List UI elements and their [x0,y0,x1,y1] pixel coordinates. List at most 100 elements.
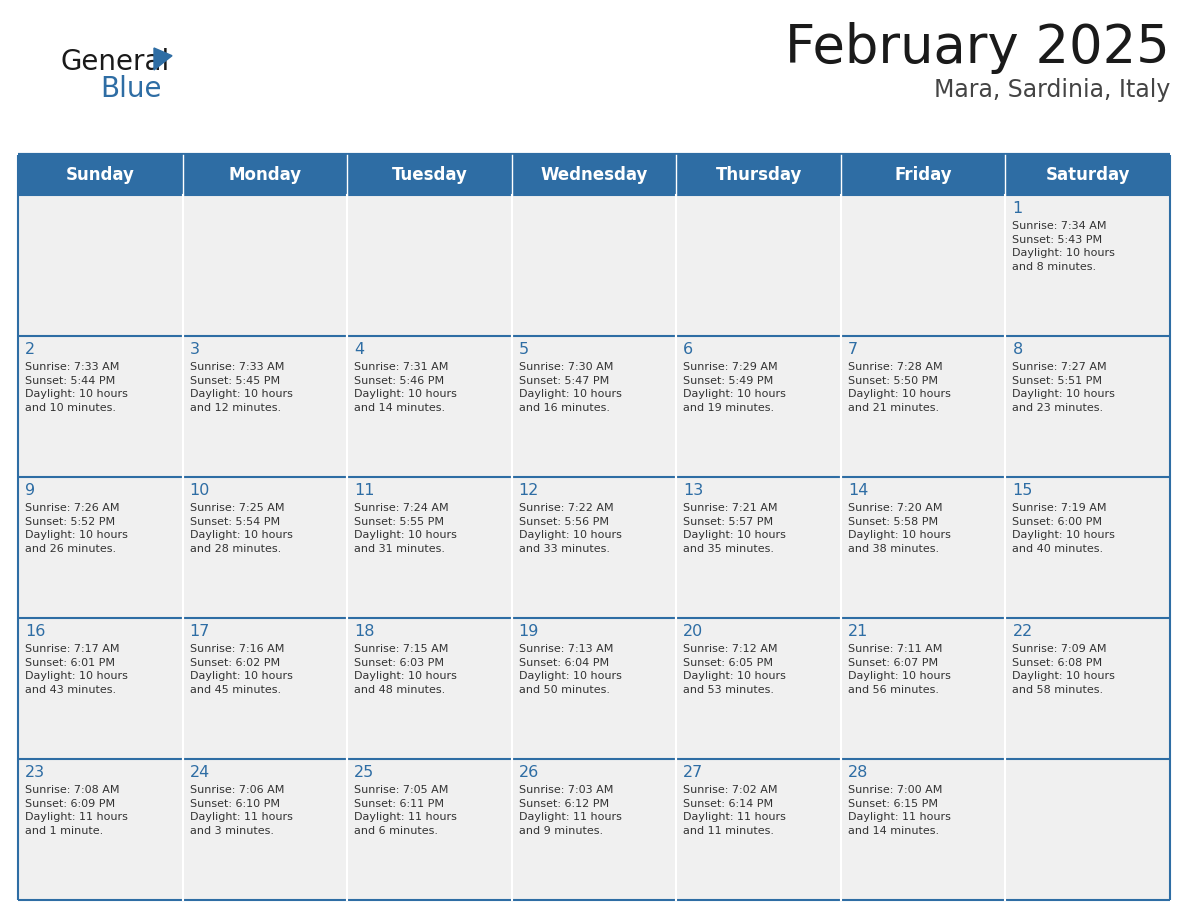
Bar [183,195,347,336]
Text: Tuesday: Tuesday [392,166,467,184]
Bar [512,195,676,336]
Text: 26: 26 [519,765,539,780]
Text: 8: 8 [1012,342,1023,357]
Bar [676,759,841,900]
Text: Sunrise: 7:29 AM
Sunset: 5:49 PM
Daylight: 10 hours
and 19 minutes.: Sunrise: 7:29 AM Sunset: 5:49 PM Dayligh… [683,362,786,413]
Bar [347,336,512,477]
Bar [347,195,512,336]
Text: 7: 7 [848,342,858,357]
Text: Sunrise: 7:31 AM
Sunset: 5:46 PM
Daylight: 10 hours
and 14 minutes.: Sunrise: 7:31 AM Sunset: 5:46 PM Dayligh… [354,362,457,413]
Bar [347,618,512,759]
Text: 20: 20 [683,624,703,639]
Bar [18,195,183,336]
Text: 4: 4 [354,342,365,357]
Text: Sunrise: 7:21 AM
Sunset: 5:57 PM
Daylight: 10 hours
and 35 minutes.: Sunrise: 7:21 AM Sunset: 5:57 PM Dayligh… [683,503,786,554]
Text: 22: 22 [1012,624,1032,639]
Bar [183,155,347,195]
Text: Sunrise: 7:11 AM
Sunset: 6:07 PM
Daylight: 10 hours
and 56 minutes.: Sunrise: 7:11 AM Sunset: 6:07 PM Dayligh… [848,644,950,695]
Bar [1005,477,1170,618]
Bar [841,477,1005,618]
Text: 16: 16 [25,624,45,639]
Text: 28: 28 [848,765,868,780]
Text: 24: 24 [190,765,210,780]
Text: Mara, Sardinia, Italy: Mara, Sardinia, Italy [934,78,1170,102]
Text: Sunrise: 7:08 AM
Sunset: 6:09 PM
Daylight: 11 hours
and 1 minute.: Sunrise: 7:08 AM Sunset: 6:09 PM Dayligh… [25,785,128,835]
Text: Sunrise: 7:26 AM
Sunset: 5:52 PM
Daylight: 10 hours
and 26 minutes.: Sunrise: 7:26 AM Sunset: 5:52 PM Dayligh… [25,503,128,554]
Text: 9: 9 [25,483,36,498]
Text: Sunrise: 7:22 AM
Sunset: 5:56 PM
Daylight: 10 hours
and 33 minutes.: Sunrise: 7:22 AM Sunset: 5:56 PM Dayligh… [519,503,621,554]
Text: Friday: Friday [895,166,952,184]
Bar [676,477,841,618]
Bar [512,618,676,759]
Text: Sunrise: 7:34 AM
Sunset: 5:43 PM
Daylight: 10 hours
and 8 minutes.: Sunrise: 7:34 AM Sunset: 5:43 PM Dayligh… [1012,221,1116,272]
Text: Blue: Blue [100,75,162,103]
Text: Sunday: Sunday [65,166,134,184]
Text: Sunrise: 7:16 AM
Sunset: 6:02 PM
Daylight: 10 hours
and 45 minutes.: Sunrise: 7:16 AM Sunset: 6:02 PM Dayligh… [190,644,292,695]
Text: Sunrise: 7:05 AM
Sunset: 6:11 PM
Daylight: 11 hours
and 6 minutes.: Sunrise: 7:05 AM Sunset: 6:11 PM Dayligh… [354,785,457,835]
Text: Sunrise: 7:25 AM
Sunset: 5:54 PM
Daylight: 10 hours
and 28 minutes.: Sunrise: 7:25 AM Sunset: 5:54 PM Dayligh… [190,503,292,554]
Bar [841,618,1005,759]
Bar [841,336,1005,477]
Text: Sunrise: 7:06 AM
Sunset: 6:10 PM
Daylight: 11 hours
and 3 minutes.: Sunrise: 7:06 AM Sunset: 6:10 PM Dayligh… [190,785,292,835]
Text: Monday: Monday [228,166,302,184]
Bar [676,195,841,336]
Text: Sunrise: 7:27 AM
Sunset: 5:51 PM
Daylight: 10 hours
and 23 minutes.: Sunrise: 7:27 AM Sunset: 5:51 PM Dayligh… [1012,362,1116,413]
Bar [1005,618,1170,759]
Bar [1005,155,1170,195]
Text: 2: 2 [25,342,36,357]
Text: 3: 3 [190,342,200,357]
Text: Sunrise: 7:00 AM
Sunset: 6:15 PM
Daylight: 11 hours
and 14 minutes.: Sunrise: 7:00 AM Sunset: 6:15 PM Dayligh… [848,785,950,835]
Bar [841,759,1005,900]
Text: Saturday: Saturday [1045,166,1130,184]
Bar [183,759,347,900]
Bar [1005,195,1170,336]
Bar [512,336,676,477]
Bar [347,155,512,195]
Text: Sunrise: 7:13 AM
Sunset: 6:04 PM
Daylight: 10 hours
and 50 minutes.: Sunrise: 7:13 AM Sunset: 6:04 PM Dayligh… [519,644,621,695]
Bar [512,155,676,195]
Text: Sunrise: 7:33 AM
Sunset: 5:45 PM
Daylight: 10 hours
and 12 minutes.: Sunrise: 7:33 AM Sunset: 5:45 PM Dayligh… [190,362,292,413]
Bar [1005,759,1170,900]
Bar [841,155,1005,195]
Text: Sunrise: 7:20 AM
Sunset: 5:58 PM
Daylight: 10 hours
and 38 minutes.: Sunrise: 7:20 AM Sunset: 5:58 PM Dayligh… [848,503,950,554]
Text: February 2025: February 2025 [785,22,1170,74]
Bar [18,618,183,759]
Text: 21: 21 [848,624,868,639]
Bar [347,759,512,900]
Text: Sunrise: 7:30 AM
Sunset: 5:47 PM
Daylight: 10 hours
and 16 minutes.: Sunrise: 7:30 AM Sunset: 5:47 PM Dayligh… [519,362,621,413]
Text: General: General [61,48,169,76]
Bar [18,336,183,477]
Text: 12: 12 [519,483,539,498]
Text: Sunrise: 7:09 AM
Sunset: 6:08 PM
Daylight: 10 hours
and 58 minutes.: Sunrise: 7:09 AM Sunset: 6:08 PM Dayligh… [1012,644,1116,695]
Text: Sunrise: 7:24 AM
Sunset: 5:55 PM
Daylight: 10 hours
and 31 minutes.: Sunrise: 7:24 AM Sunset: 5:55 PM Dayligh… [354,503,457,554]
Bar [512,477,676,618]
Text: 15: 15 [1012,483,1032,498]
Bar [183,336,347,477]
Text: 23: 23 [25,765,45,780]
Bar [676,618,841,759]
Bar [1005,336,1170,477]
Text: 5: 5 [519,342,529,357]
Text: 10: 10 [190,483,210,498]
Text: Sunrise: 7:15 AM
Sunset: 6:03 PM
Daylight: 10 hours
and 48 minutes.: Sunrise: 7:15 AM Sunset: 6:03 PM Dayligh… [354,644,457,695]
Text: 14: 14 [848,483,868,498]
Bar [676,155,841,195]
Bar [347,477,512,618]
Bar [183,477,347,618]
Text: 6: 6 [683,342,694,357]
Bar [676,336,841,477]
Text: Sunrise: 7:02 AM
Sunset: 6:14 PM
Daylight: 11 hours
and 11 minutes.: Sunrise: 7:02 AM Sunset: 6:14 PM Dayligh… [683,785,786,835]
Polygon shape [154,48,172,70]
Bar [512,759,676,900]
Text: Sunrise: 7:03 AM
Sunset: 6:12 PM
Daylight: 11 hours
and 9 minutes.: Sunrise: 7:03 AM Sunset: 6:12 PM Dayligh… [519,785,621,835]
Text: 19: 19 [519,624,539,639]
Bar [18,155,183,195]
Bar [18,759,183,900]
Text: Thursday: Thursday [715,166,802,184]
Bar [841,195,1005,336]
Text: 13: 13 [683,483,703,498]
Text: 1: 1 [1012,201,1023,216]
Text: 17: 17 [190,624,210,639]
Bar [183,618,347,759]
Text: Sunrise: 7:19 AM
Sunset: 6:00 PM
Daylight: 10 hours
and 40 minutes.: Sunrise: 7:19 AM Sunset: 6:00 PM Dayligh… [1012,503,1116,554]
